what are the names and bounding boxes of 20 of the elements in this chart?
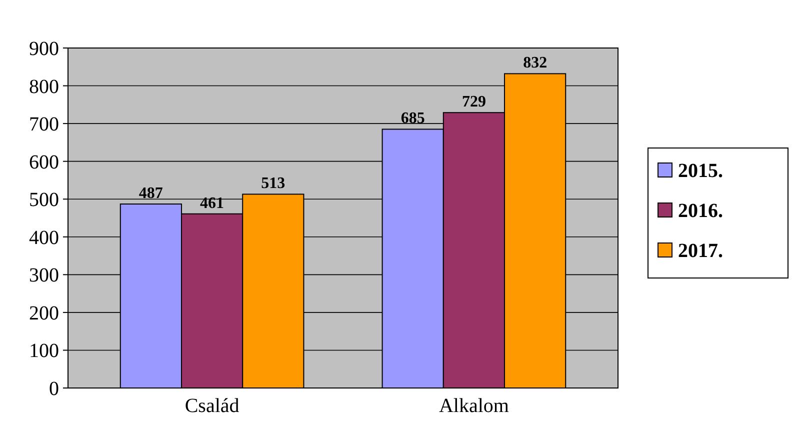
data-label: 729 (462, 94, 486, 111)
y-tick-label: 700 (29, 114, 59, 136)
y-tick-label: 300 (29, 264, 59, 287)
y-tick-label: 400 (29, 226, 59, 249)
data-label: 832 (523, 54, 548, 72)
y-tick-label: 500 (29, 189, 59, 212)
x-tick-label: Alkalom (438, 395, 510, 417)
y-tick-label: 600 (29, 151, 59, 174)
legend-label: 2015. (678, 160, 723, 182)
y-tick-label: 900 (29, 38, 59, 60)
data-label: 513 (261, 175, 286, 192)
x-tick-label: Család (184, 395, 240, 417)
legend-label: 2017. (678, 240, 723, 262)
data-label: 461 (200, 194, 224, 212)
y-tick-label: 200 (29, 302, 59, 324)
y-tick-label: 0 (49, 378, 59, 400)
y-tick-label: 800 (29, 76, 59, 98)
legend-label: 2016. (678, 200, 723, 222)
y-tick-label: 100 (29, 340, 59, 362)
data-label: 487 (138, 185, 163, 202)
